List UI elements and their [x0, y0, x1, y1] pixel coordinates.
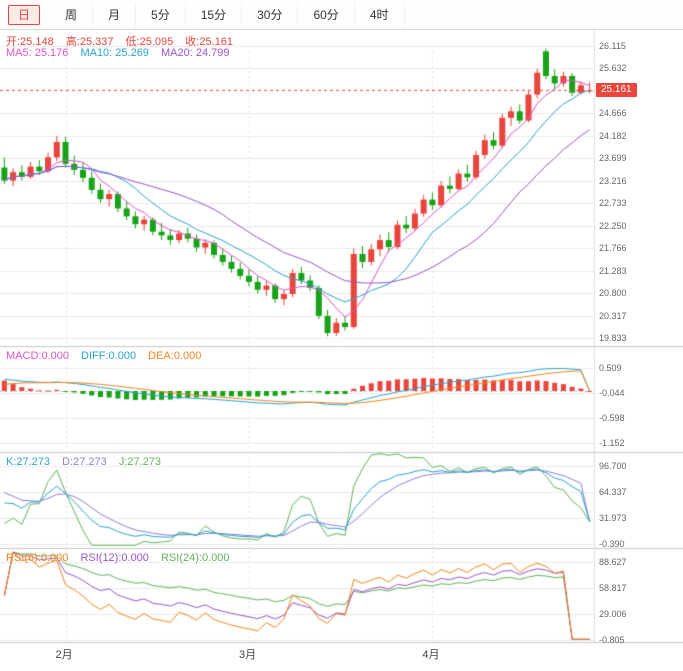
tab-60min[interactable]: 60分 [298, 2, 355, 27]
tab-week[interactable]: 周 [50, 2, 94, 27]
tab-15min[interactable]: 15分 [186, 2, 243, 27]
tab-30min[interactable]: 30分 [242, 2, 299, 27]
tab-4hour[interactable]: 4时 [355, 2, 405, 27]
tab-5min[interactable]: 5分 [136, 2, 186, 27]
tab-day[interactable]: 日 [8, 4, 41, 25]
timeframe-toolbar: 日 周 月 5分 15分 30分 60分 4时 [0, 0, 683, 30]
chart-canvas[interactable] [0, 30, 683, 671]
chart-area: 开:25.148 高:25.337 低:25.095 收:25.161 MA5:… [0, 30, 683, 671]
tab-month[interactable]: 月 [93, 2, 137, 27]
